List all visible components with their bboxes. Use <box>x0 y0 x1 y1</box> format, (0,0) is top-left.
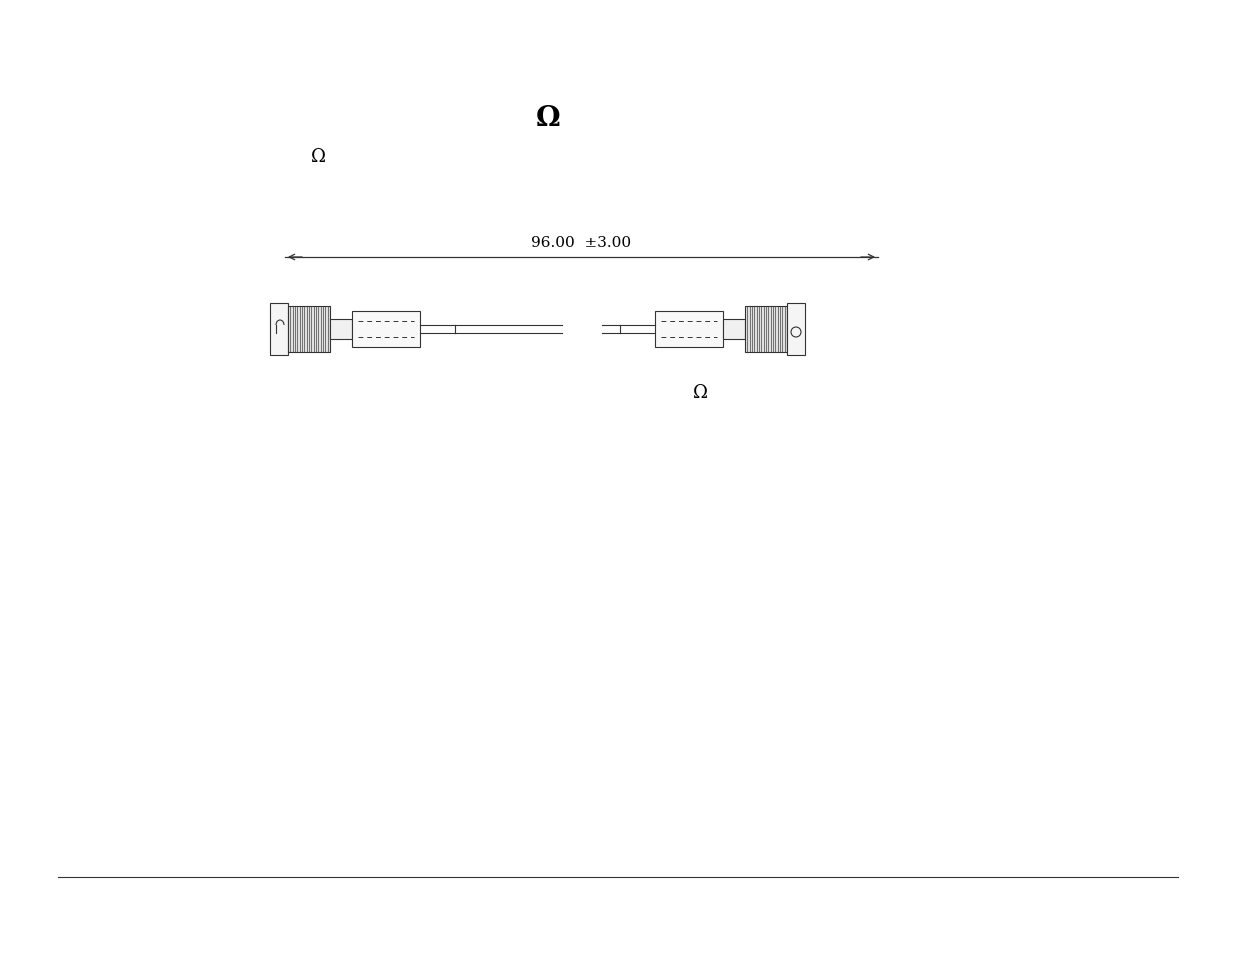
Bar <box>722 319 745 339</box>
Text: Ω: Ω <box>693 384 708 401</box>
Bar <box>787 304 805 355</box>
Bar <box>270 304 288 355</box>
Text: 96.00  ±3.00: 96.00 ±3.00 <box>531 235 631 250</box>
Bar <box>330 319 352 339</box>
Bar <box>352 312 420 348</box>
Bar <box>655 312 722 348</box>
Bar <box>745 307 787 353</box>
Bar <box>288 307 330 353</box>
Text: Ω: Ω <box>536 105 561 132</box>
Text: Ω: Ω <box>310 148 326 166</box>
